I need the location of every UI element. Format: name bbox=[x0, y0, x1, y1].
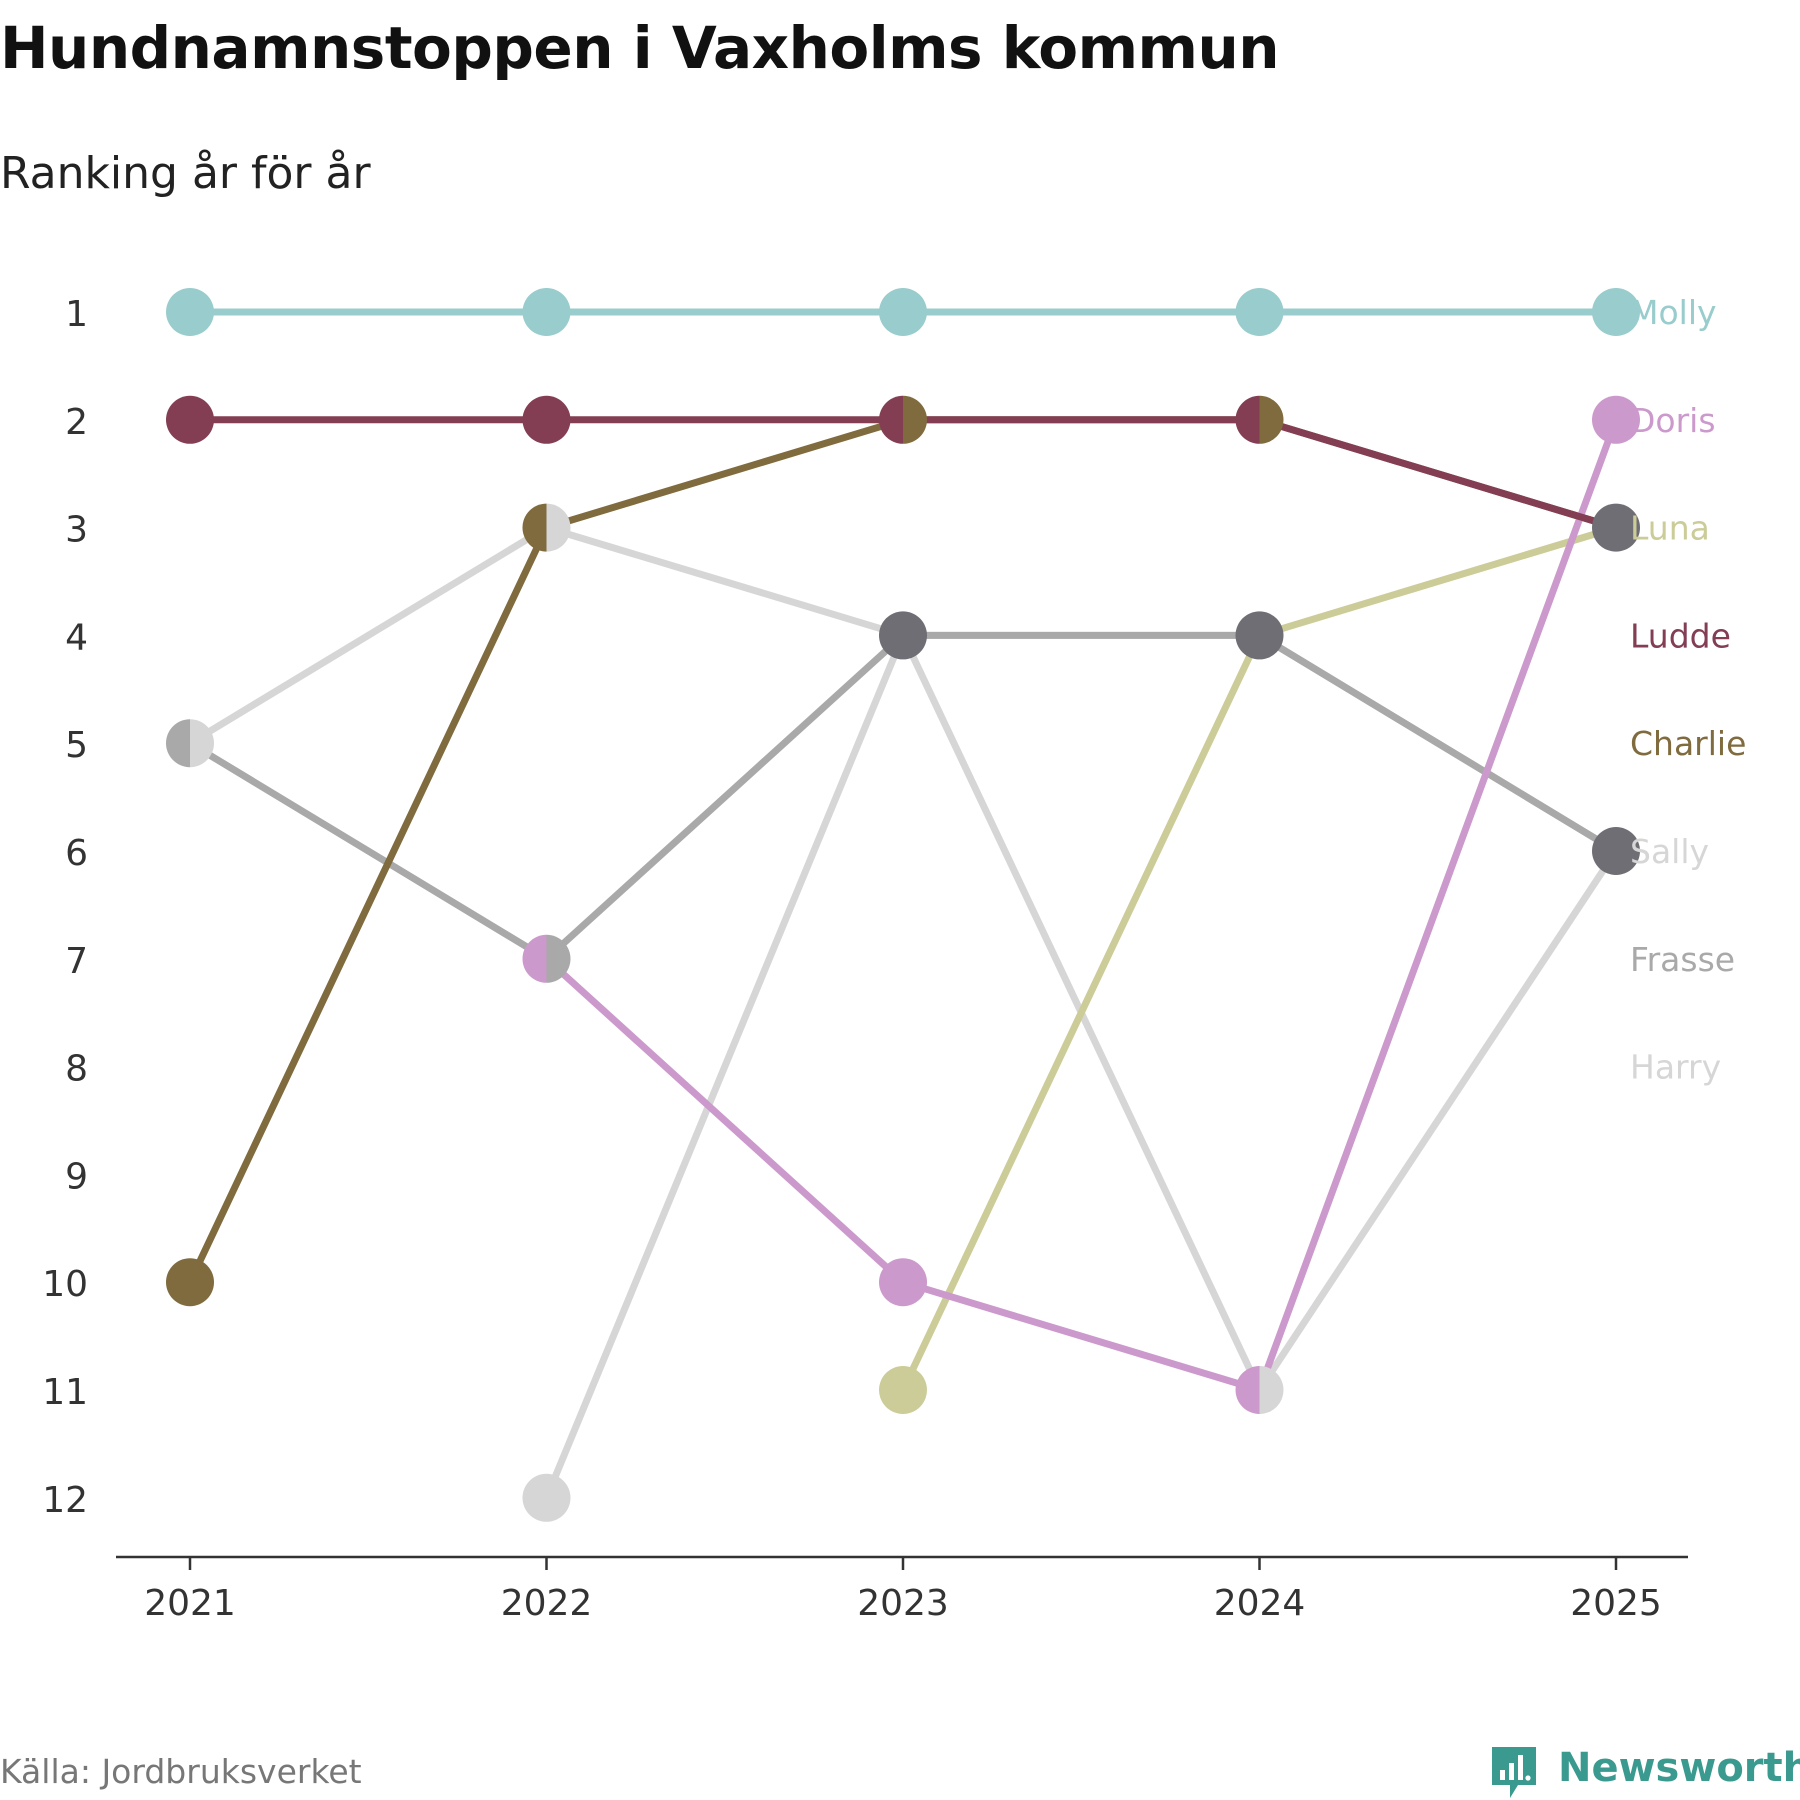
chart-title: Hundnamnstoppen i Vaxholms kommun bbox=[0, 14, 1280, 82]
source-note: Källa: Jordbruksverket bbox=[0, 1752, 362, 1791]
brand-name: Newsworthy bbox=[1558, 1745, 1800, 1791]
point-harry-2024 bbox=[1259, 1366, 1284, 1414]
markers-layer bbox=[166, 288, 1640, 1522]
point-molly-2023 bbox=[879, 288, 927, 336]
point-ludde-2023 bbox=[879, 395, 903, 444]
point-luna-2023 bbox=[879, 1366, 927, 1414]
series-lines-layer bbox=[186, 308, 1620, 1500]
point-harry-2022 bbox=[546, 503, 571, 552]
series-line-frasse bbox=[188, 631, 1618, 963]
point-ludde-2021 bbox=[166, 395, 214, 444]
point-doris-2023 bbox=[879, 1258, 927, 1307]
y-tick-label-3: 3 bbox=[65, 510, 88, 551]
brand-logo: Newsworthy bbox=[1488, 1745, 1800, 1800]
point-harry-2021 bbox=[190, 719, 214, 768]
y-tick-label-1: 1 bbox=[65, 294, 88, 335]
y-tick-label-4: 4 bbox=[65, 617, 88, 658]
point-tied-2025-rank-6 bbox=[1592, 827, 1640, 875]
point-charlie-2021 bbox=[166, 1258, 214, 1307]
point-molly-2024 bbox=[1235, 288, 1284, 336]
y-tick-label-5: 5 bbox=[65, 725, 88, 766]
point-molly-2022 bbox=[522, 288, 571, 336]
end-label-luna: Luna bbox=[1630, 509, 1710, 548]
point-tied-2024-rank-4 bbox=[1235, 611, 1284, 660]
point-charlie-2022 bbox=[522, 503, 547, 552]
point-ludde-2022 bbox=[522, 395, 571, 444]
x-tick-label-2023: 2023 bbox=[857, 1583, 949, 1624]
point-charlie-2024 bbox=[1259, 395, 1284, 444]
end-label-frasse: Frasse bbox=[1630, 940, 1735, 979]
y-tick-label-11: 11 bbox=[42, 1372, 88, 1413]
point-charlie-2023 bbox=[903, 395, 927, 444]
y-tick-label-9: 9 bbox=[65, 1156, 88, 1197]
y-tick-label-8: 8 bbox=[65, 1049, 88, 1090]
end-label-molly: Molly bbox=[1630, 293, 1717, 332]
end-label-doris: Doris bbox=[1630, 401, 1716, 440]
newsworthy-logo-icon bbox=[1492, 1747, 1536, 1798]
point-doris-2024 bbox=[1235, 1366, 1260, 1414]
series-line-charlie bbox=[186, 416, 1618, 1284]
point-tied-2025-rank-3 bbox=[1592, 503, 1640, 552]
point-frasse-2022 bbox=[546, 934, 571, 983]
point-ludde-2024 bbox=[1235, 395, 1260, 444]
y-tick-label-7: 7 bbox=[65, 941, 88, 982]
x-tick-label-2022: 2022 bbox=[501, 1583, 593, 1624]
x-tick-label-2021: 2021 bbox=[144, 1583, 236, 1624]
chart-subtitle: Ranking år för år bbox=[0, 148, 371, 199]
y-tick-label-10: 10 bbox=[42, 1264, 88, 1305]
point-frasse-2021 bbox=[166, 719, 190, 768]
point-tied-2023-rank-4 bbox=[879, 611, 927, 660]
series-line-sally bbox=[543, 631, 1618, 1500]
end-labels-layer: Molly Doris Luna Ludde Charlie Sally Frasse Har… bbox=[1630, 293, 1746, 1087]
point-doris-2022 bbox=[522, 934, 547, 983]
end-label-sally: Sally bbox=[1630, 832, 1709, 871]
y-tick-label-12: 12 bbox=[42, 1480, 88, 1521]
end-label-charlie: Charlie bbox=[1630, 724, 1746, 763]
point-molly-2025 bbox=[1592, 288, 1640, 336]
x-tick-label-2025: 2025 bbox=[1570, 1583, 1662, 1624]
end-label-ludde: Ludde bbox=[1630, 616, 1731, 655]
y-tick-label-6: 6 bbox=[65, 833, 88, 874]
point-sally-2022 bbox=[522, 1473, 571, 1522]
end-label-harry: Harry bbox=[1630, 1048, 1721, 1087]
point-doris-2025 bbox=[1592, 395, 1640, 444]
y-tick-label-2: 2 bbox=[65, 402, 88, 443]
point-molly-2021 bbox=[166, 288, 214, 336]
series-line-doris bbox=[544, 418, 1620, 1394]
x-tick-label-2024: 2024 bbox=[1214, 1583, 1306, 1624]
